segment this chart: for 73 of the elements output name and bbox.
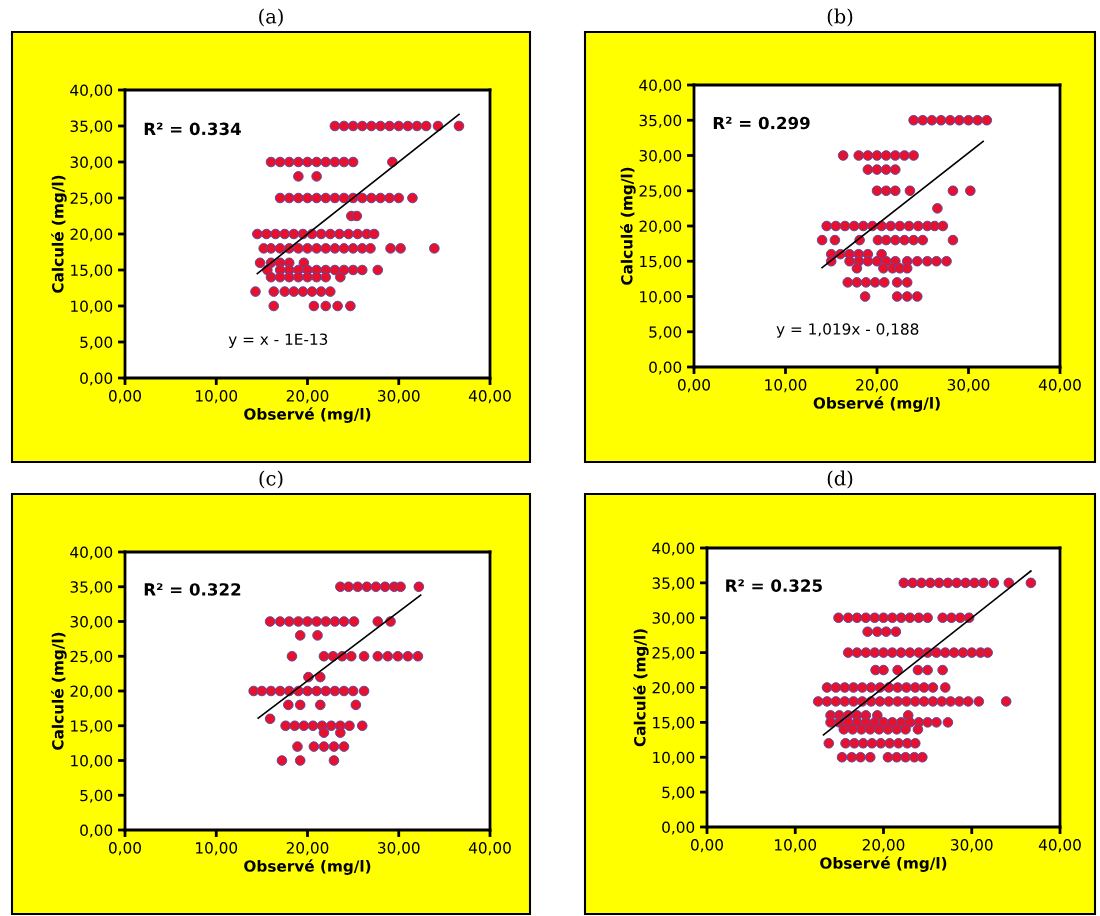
x-tick-label: 10,00: [765, 379, 807, 393]
x-tick-label: 30,00: [378, 390, 420, 404]
y-tick-label: 25,00: [70, 650, 113, 664]
y-tick-label: 35,00: [70, 581, 113, 595]
annotation: R² = 0.334: [144, 122, 241, 136]
y-tick-label: 40,00: [70, 84, 113, 98]
y-tick-label: 20,00: [70, 228, 113, 242]
y-tick-label: 5,00: [649, 326, 682, 340]
y-tick-label: 5,00: [80, 789, 113, 803]
x-axis-title: Observé (mg/l): [244, 407, 371, 423]
y-tick-label: 0,00: [80, 824, 113, 838]
x-axis-title: Observé (mg/l): [244, 859, 371, 875]
y-tick-label: 35,00: [70, 120, 113, 134]
x-tick-label: 0,00: [678, 379, 710, 393]
y-tick-label: 30,00: [70, 615, 113, 630]
y-tick-label: 0,00: [649, 361, 682, 375]
y-tick-label: 5,00: [662, 786, 695, 800]
chart-title: (c): [259, 470, 283, 489]
x-tick-label: 40,00: [1038, 379, 1081, 393]
x-tick-label: 0,00: [691, 839, 723, 853]
annotation: R² = 0.299: [713, 116, 810, 130]
y-tick-label: 35,00: [639, 114, 682, 128]
y-tick-label: 20,00: [652, 681, 695, 696]
y-tick-label: 15,00: [640, 255, 682, 269]
y-tick-label: 15,00: [71, 264, 113, 278]
x-tick-label: 30,00: [947, 379, 990, 393]
x-tick-label: 30,00: [378, 842, 420, 856]
y-tick-label: 30,00: [652, 612, 695, 626]
y-axis-title: Calculé (mg/l): [51, 632, 67, 750]
chart-title: (b): [827, 8, 853, 27]
y-axis-title: Calculé (mg/l): [633, 629, 649, 747]
annotation: R² = 0.325: [726, 579, 822, 592]
x-tick-label: 40,00: [1038, 839, 1081, 853]
y-tick-label: 0,00: [662, 821, 695, 835]
y-tick-label: 20,00: [70, 685, 113, 699]
chart-title: (d): [827, 470, 853, 489]
x-axis-title: Observé (mg/l): [813, 396, 940, 412]
y-tick-label: 40,00: [639, 79, 682, 93]
x-tick-label: 30,00: [951, 839, 993, 853]
x-tick-label: 0,00: [109, 842, 141, 856]
y-tick-label: 10,00: [71, 754, 113, 769]
x-tick-label: 10,00: [775, 839, 817, 853]
annotation: y = x - 1E-13: [228, 333, 328, 348]
y-tick-label: 5,00: [80, 336, 113, 350]
x-tick-label: 10,00: [196, 390, 238, 404]
y-tick-label: 20,00: [639, 220, 682, 234]
y-tick-label: 10,00: [640, 290, 682, 305]
y-tick-label: 40,00: [70, 546, 113, 560]
y-tick-label: 10,00: [71, 300, 113, 314]
y-tick-label: 40,00: [652, 542, 695, 556]
y-tick-label: 30,00: [70, 156, 113, 170]
y-tick-label: 25,00: [652, 647, 695, 661]
y-tick-label: 15,00: [71, 720, 113, 734]
y-tick-label: 30,00: [639, 149, 682, 164]
x-tick-label: 40,00: [468, 842, 511, 856]
x-tick-label: 0,00: [109, 390, 141, 404]
x-axis-title: Observé (mg/l): [820, 856, 947, 872]
y-tick-label: 25,00: [70, 192, 113, 206]
annotation: R² = 0.322: [144, 583, 241, 596]
y-axis-title: Calculé (mg/l): [51, 175, 67, 293]
y-tick-label: 25,00: [639, 185, 682, 199]
x-tick-label: 10,00: [196, 842, 238, 856]
x-tick-label: 20,00: [856, 379, 898, 393]
y-tick-label: 15,00: [653, 716, 695, 730]
x-tick-label: 20,00: [286, 390, 329, 404]
y-axis-title: Calculé (mg/l): [620, 167, 636, 285]
y-tick-label: 35,00: [652, 577, 695, 591]
chart-title: (a): [259, 8, 283, 27]
x-tick-label: 20,00: [862, 839, 905, 853]
y-tick-label: 10,00: [653, 751, 695, 765]
x-tick-label: 40,00: [468, 390, 511, 404]
x-tick-label: 20,00: [286, 842, 329, 856]
annotation: y = 1,019x - 0,188: [776, 323, 919, 338]
